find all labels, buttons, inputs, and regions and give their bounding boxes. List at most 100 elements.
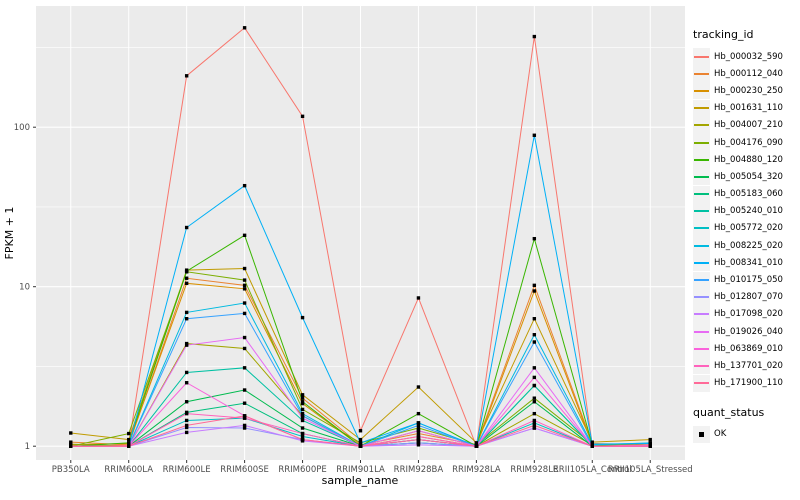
- x-tick-label: RRII105LA_Control: [553, 465, 632, 475]
- data-point: [532, 366, 537, 370]
- data-point: [532, 423, 537, 428]
- legend-item-Hb_005240_010: Hb_005240_010: [693, 202, 798, 220]
- data-point: [69, 442, 73, 446]
- data-point: [242, 414, 247, 418]
- data-point: [532, 317, 537, 321]
- legend-item-Hb_137701_020: Hb_137701_020: [693, 357, 798, 375]
- data-point: [184, 317, 189, 321]
- data-point: [532, 421, 537, 425]
- legend-key-line-icon: [693, 340, 710, 358]
- data-point: [648, 437, 652, 442]
- legend-item-label: Hb_019026_040: [714, 326, 783, 337]
- legend-item-ok: OK: [693, 425, 798, 443]
- data-point: [242, 366, 247, 370]
- legend-item-Hb_012807_070: Hb_012807_070: [693, 288, 798, 306]
- data-point: [242, 426, 247, 430]
- legend-item-Hb_017098_020: Hb_017098_020: [693, 305, 798, 323]
- legend-item-Hb_019026_040: Hb_019026_040: [693, 323, 798, 341]
- legend-item-Hb_005183_060: Hb_005183_060: [693, 185, 798, 203]
- legend-key-line-icon: [693, 254, 710, 272]
- data-point: [416, 423, 421, 428]
- legend-item-label: Hb_005772_020: [714, 223, 783, 234]
- data-point: [184, 276, 189, 280]
- data-point: [532, 396, 537, 400]
- data-point: [300, 431, 305, 436]
- data-point: [69, 440, 73, 444]
- data-point: [532, 418, 537, 423]
- x-tick-label: RRII105LA_Stressed: [608, 465, 693, 475]
- data-point: [127, 437, 131, 442]
- legend-item-Hb_000032_590: Hb_000032_590: [693, 48, 798, 66]
- data-point: [300, 418, 305, 423]
- data-point: [184, 418, 189, 423]
- x-tick-label: RRIM901LA: [336, 465, 385, 475]
- data-point: [242, 183, 247, 188]
- data-point: [416, 296, 421, 300]
- data-point: [242, 266, 247, 271]
- x-tick-label: RRIM600LE: [163, 465, 211, 475]
- data-point: [242, 26, 247, 30]
- data-point: [184, 423, 189, 428]
- y-tick-label: 1: [25, 442, 30, 452]
- legend-item-Hb_004176_090: Hb_004176_090: [693, 134, 798, 152]
- legend-key-line-icon: [693, 48, 710, 66]
- data-point: [242, 401, 247, 405]
- legend-item-Hb_171900_110: Hb_171900_110: [693, 374, 798, 392]
- data-point: [590, 444, 594, 448]
- x-tick-label: RRIM600PE: [278, 465, 326, 475]
- data-point: [416, 426, 421, 430]
- legend-item-Hb_005772_020: Hb_005772_020: [693, 219, 798, 237]
- data-point: [127, 441, 131, 445]
- data-point: [648, 444, 652, 448]
- data-point: [532, 340, 537, 344]
- legend-item-Hb_063869_010: Hb_063869_010: [693, 340, 798, 358]
- data-point: [300, 393, 305, 397]
- data-point: [416, 443, 421, 447]
- data-point: [300, 411, 305, 416]
- legend-item-Hb_008225_020: Hb_008225_020: [693, 237, 798, 255]
- legend-item-Hb_010175_050: Hb_010175_050: [693, 271, 798, 289]
- data-point: [416, 434, 421, 439]
- legend-key-line-icon: [693, 323, 710, 341]
- x-tick-label: RRIM928BA: [394, 465, 444, 475]
- data-point: [242, 388, 247, 392]
- data-point: [532, 289, 537, 293]
- legend-item-label: Hb_137701_020: [714, 360, 783, 371]
- data-point: [184, 411, 189, 416]
- data-point: [242, 278, 247, 282]
- data-point: [300, 414, 305, 418]
- y-tick-label: 10: [19, 283, 30, 293]
- legend-key-line-icon: [693, 271, 710, 289]
- legend-quant-status: quant_status OK: [693, 406, 798, 443]
- data-point: [127, 444, 131, 448]
- legend-key-line-icon: [693, 65, 710, 83]
- legend-key-line-icon: [693, 151, 710, 169]
- data-point: [532, 375, 537, 380]
- x-axis-title: sample_name: [322, 474, 399, 487]
- data-point: [416, 429, 421, 433]
- data-point: [242, 287, 247, 291]
- data-point: [300, 407, 305, 412]
- legend-item-Hb_004007_210: Hb_004007_210: [693, 116, 798, 134]
- data-point: [590, 442, 594, 446]
- legend-item-ok-label: OK: [714, 429, 727, 440]
- data-point: [184, 225, 189, 230]
- data-point: [532, 333, 537, 337]
- legend-item-Hb_000112_040: Hb_000112_040: [693, 65, 798, 83]
- legend-item-label: Hb_000112_040: [714, 68, 783, 79]
- legend-key-line-icon: [693, 288, 710, 306]
- data-point: [300, 416, 305, 420]
- data-point: [184, 370, 189, 375]
- data-point: [300, 426, 305, 430]
- data-point: [358, 441, 363, 445]
- legend-item-label: Hb_063869_010: [714, 343, 783, 354]
- legend-key-line-icon: [693, 99, 710, 117]
- data-point: [242, 301, 247, 305]
- data-point: [184, 310, 189, 315]
- data-point: [184, 430, 189, 435]
- data-point: [416, 411, 421, 416]
- data-point: [300, 114, 305, 119]
- legend-item-label: Hb_010175_050: [714, 275, 783, 286]
- data-point: [416, 437, 421, 442]
- data-point: [532, 426, 537, 430]
